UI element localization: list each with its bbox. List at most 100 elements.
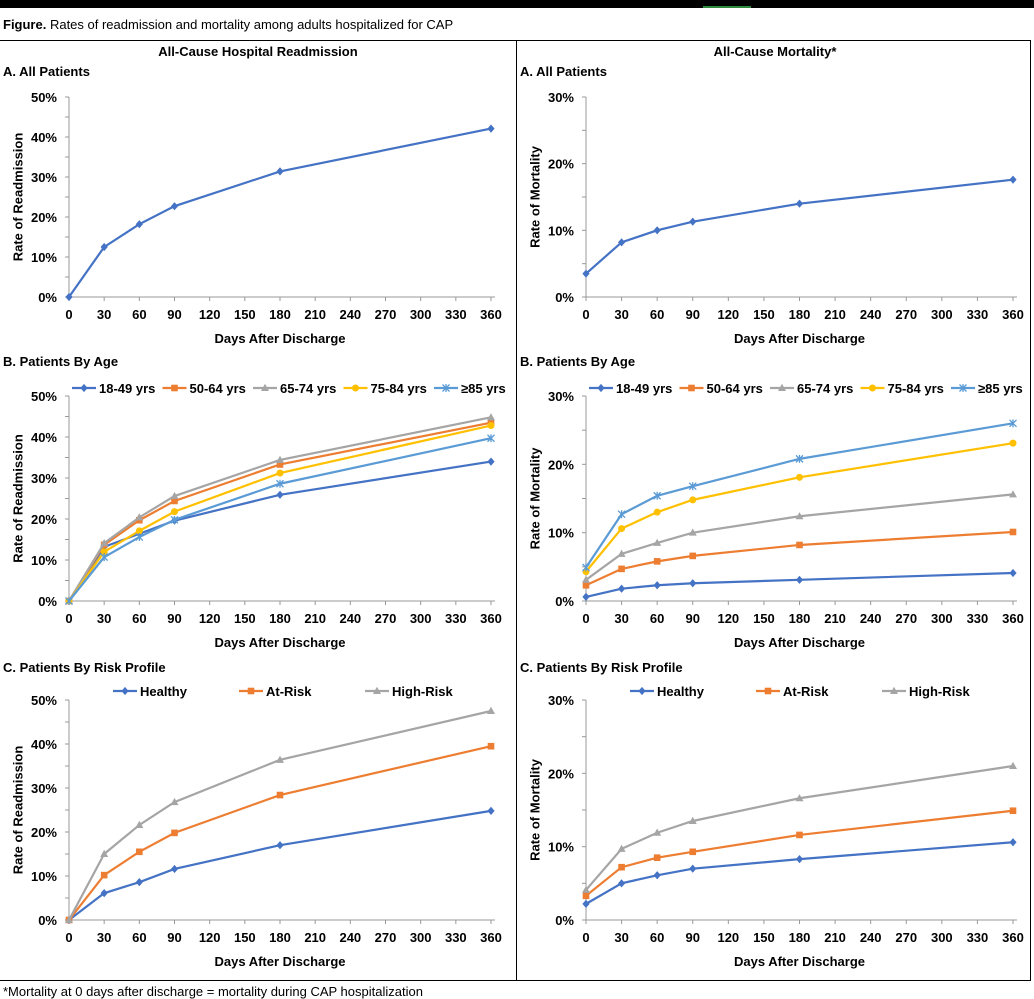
x-tick-label: 60 [650,307,664,322]
x-tick-label: 0 [582,611,589,626]
data-point [688,528,697,536]
data-point [171,508,178,516]
x-tick-label: 240 [860,307,882,322]
x-tick-label: 150 [234,930,256,945]
legend-item: 65-74 yrs [253,381,336,396]
x-tick-label: 210 [304,611,326,626]
chart-mort-a: A. All Patients 0% 10% 20% 30% 0 30 60 90 120 150 1… [520,64,1024,346]
x-tick-label: 150 [234,611,256,626]
legend-marker [373,686,381,694]
y-tick-label: 0% [38,594,57,609]
legend-item: 75-84 yrs [860,381,944,396]
y-tick-label: 0% [555,290,574,305]
data-point [170,202,179,211]
y-tick-label: 30% [548,389,574,404]
x-axis-title: Days After Discharge [734,331,865,346]
legend-marker [764,687,772,695]
series-line [68,127,492,298]
data-point [1009,419,1017,428]
y-axis-title: Rate of Mortality [527,145,542,248]
y-tick-label: 0% [38,290,57,305]
data-point [795,794,804,802]
data-point [1009,761,1017,769]
data-point [170,797,179,806]
y-tick-label: 20% [31,825,57,840]
x-tick-label: 90 [167,307,181,322]
x-tick-label: 120 [199,611,221,626]
figure-caption: Figure. Rates of readmission and mortali… [3,17,453,32]
data-point [171,497,178,505]
data-point [653,871,661,880]
x-tick-label: 90 [167,930,181,945]
legend-label: Healthy [657,684,705,699]
x-tick-label: 270 [895,307,917,322]
y-tick-label: 30% [548,693,574,708]
data-point [170,864,179,874]
y-tick-label: 0% [555,913,574,928]
legend-label: At-Risk [783,684,829,699]
chart-readm-c: C. Patients By Risk Profile 0% 10% 20% 30% 40… [3,660,502,969]
legend-marker [959,384,967,392]
x-tick-label: 30 [97,611,111,626]
caption-text: Rates of readmission and mortality among… [46,17,454,32]
data-point [487,413,495,421]
legend-marker [352,384,359,392]
x-tick-label: 240 [860,930,882,945]
series-line [585,764,1014,891]
x-tick-label: 30 [614,611,628,626]
legend-label: 18-49 yrs [616,381,672,396]
x-tick-label: 210 [824,307,846,322]
data-point [653,828,662,836]
data-point [582,892,590,900]
legend-label: 75-84 yrs [371,381,427,396]
x-axis-title: Days After Discharge [214,954,345,969]
x-tick-label: 180 [269,307,291,322]
series-line [585,571,1014,598]
column-title-mortality: All-Cause Mortality* [713,44,837,59]
data-point [689,217,697,226]
data-point [100,871,108,879]
y-axis-title: Rate of Readmission [10,133,25,262]
x-tick-label: 300 [410,307,432,322]
data-point [65,915,73,923]
legend-item: 18-49 yrs [72,381,155,396]
data-point [276,490,284,499]
x-tick-label: 300 [931,307,953,322]
x-tick-label: 0 [65,611,72,626]
data-point [487,742,495,750]
legend-marker [869,384,876,392]
data-point [487,806,495,815]
data-point [1009,838,1017,847]
x-tick-label: 30 [97,930,111,945]
x-tick-label: 300 [931,930,953,945]
series-75-84 yrs [65,422,495,605]
y-tick-label: 20% [31,210,57,225]
data-point [582,269,590,278]
y-tick-label: 20% [548,457,574,472]
y-tick-label: 10% [31,869,57,884]
legend-marker [890,686,898,694]
data-point [653,558,661,565]
data-point [100,242,108,252]
x-tick-label: 0 [582,307,589,322]
series-line [68,437,492,602]
data-point [689,496,697,504]
data-point [276,461,284,468]
x-tick-label: 180 [269,611,291,626]
series-line [68,809,492,921]
top-bar [0,0,1034,8]
x-tick-label: 90 [686,307,700,322]
data-point [582,563,590,572]
caption-label: Figure. [3,17,47,32]
legend-label: 18-49 yrs [99,381,155,396]
x-tick-label: 240 [860,611,882,626]
legend-label: ≥85 yrs [461,381,506,396]
series-65-74 yrs [65,413,495,604]
x-tick-label: 300 [410,930,432,945]
data-point [795,199,804,208]
data-point [487,706,495,714]
data-point [1009,490,1017,498]
y-tick-label: 20% [548,766,574,781]
chart-readm-a: A. All Patients 0% 10% 20% 30% 40% 50% 0 30 60 90 1… [3,64,502,346]
data-point [653,491,662,500]
